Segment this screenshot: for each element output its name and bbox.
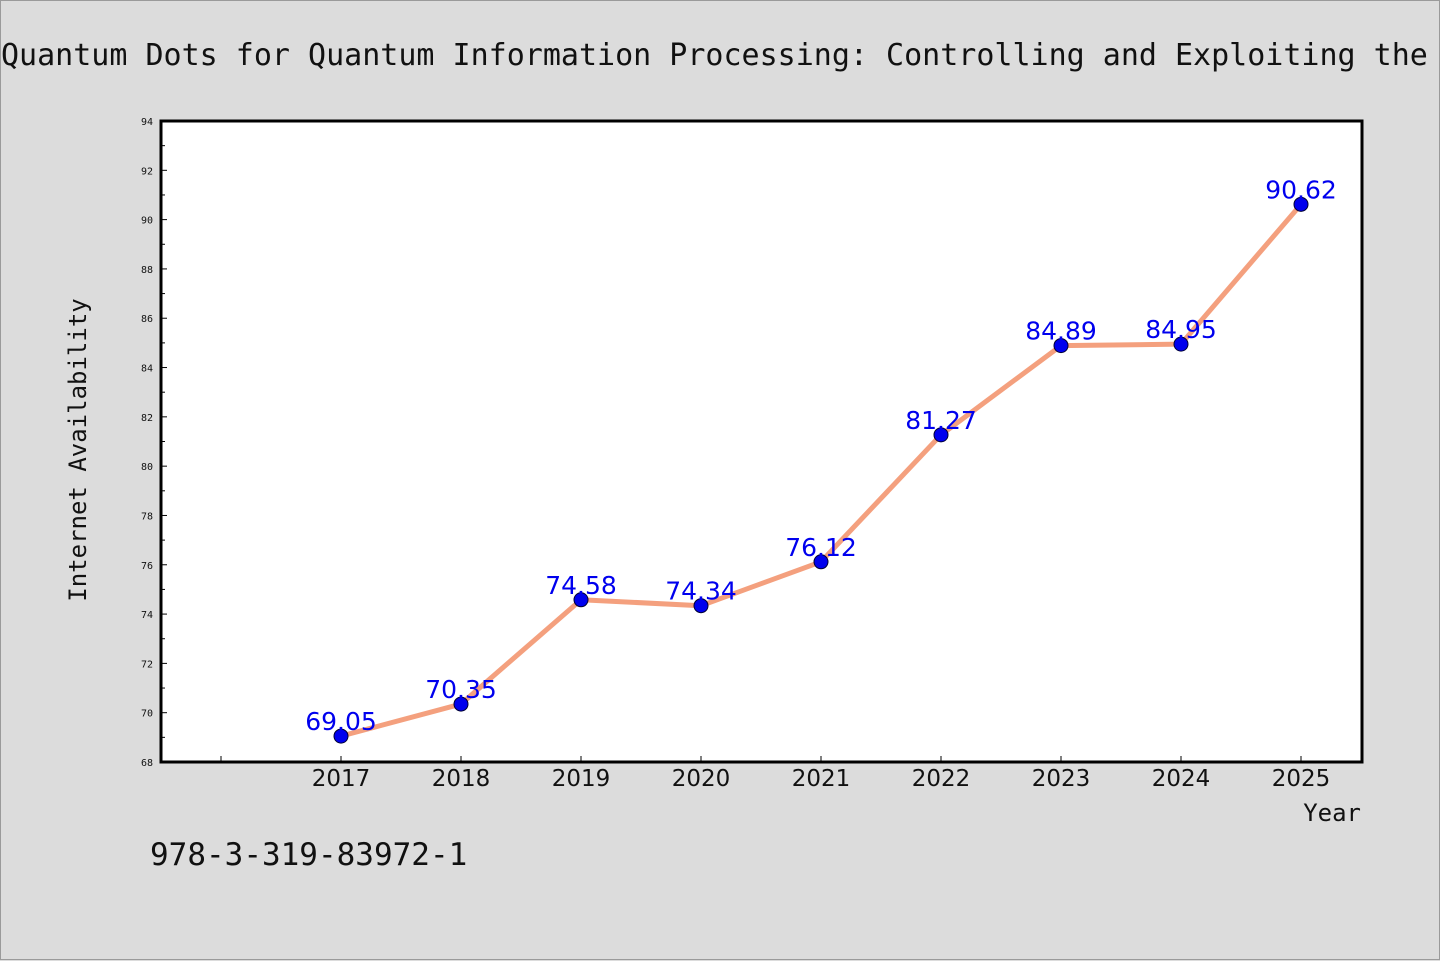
data-point	[813, 554, 829, 570]
x-tick-label: 2017	[312, 766, 371, 792]
x-tick-label: 2018	[432, 766, 491, 792]
chart-title: Quantum Dots for Quantum Information Pro…	[1, 38, 1428, 73]
data-point	[1293, 196, 1309, 212]
x-tick-label: 2025	[1272, 766, 1331, 792]
y-tick-label: 68	[141, 758, 153, 769]
data-point	[573, 592, 589, 608]
data-label: 70.35	[425, 675, 497, 704]
data-label: 74.34	[665, 577, 737, 606]
data-label: 74.58	[545, 571, 617, 600]
x-tick-label: 2022	[912, 766, 971, 792]
data-point	[933, 427, 949, 443]
y-tick-label: 72	[141, 659, 153, 670]
x-tick-label: 2021	[792, 766, 851, 792]
x-axis-label: Year	[1303, 799, 1361, 827]
y-tick-label: 84	[141, 364, 153, 375]
y-tick-label: 82	[141, 413, 153, 424]
y-tick-label: 88	[141, 265, 153, 276]
x-tick-label: 2020	[672, 766, 731, 792]
y-tick-label: 86	[141, 314, 153, 325]
data-label: 84.95	[1145, 315, 1217, 344]
data-markers	[333, 196, 1309, 744]
y-tick-label: 80	[141, 462, 153, 473]
y-tick-label: 90	[141, 216, 153, 227]
x-tick-label: 2023	[1032, 766, 1091, 792]
y-tick-label: 78	[141, 511, 153, 522]
y-axis-ticks: 68 70 72 74 76 78 80 82 84 86 88 90 92 94	[141, 117, 167, 769]
data-point	[693, 598, 709, 614]
data-label: 81.27	[905, 406, 977, 435]
x-axis-ticks: 2017 2018 2019 2020 2021 2022 2023 2024 2025	[220, 756, 1331, 792]
data-label: 69.05	[305, 707, 377, 736]
data-label: 84.89	[1025, 317, 1097, 346]
data-point	[1053, 338, 1069, 354]
isbn-footnote: 978-3-319-83972-1	[150, 837, 467, 873]
x-tick-label: 2019	[552, 766, 611, 792]
data-label: 76.12	[785, 533, 857, 562]
y-tick-label: 70	[141, 709, 153, 720]
y-tick-label: 92	[141, 166, 153, 177]
plot-area	[159, 119, 1364, 764]
y-tick-label: 74	[141, 610, 153, 621]
y-axis-label: Internet Availability	[64, 298, 92, 601]
data-point	[453, 696, 469, 712]
data-point	[1173, 336, 1189, 352]
data-label: 90.62	[1265, 175, 1337, 204]
y-tick-label: 76	[141, 561, 153, 572]
y-tick-label: 94	[141, 117, 153, 128]
x-tick-label: 2024	[1152, 766, 1211, 792]
data-point	[333, 728, 349, 744]
data-labels: 69.05 70.35 74.58 74.34 76.12 81.27 84.89 84.95…	[305, 175, 1337, 736]
